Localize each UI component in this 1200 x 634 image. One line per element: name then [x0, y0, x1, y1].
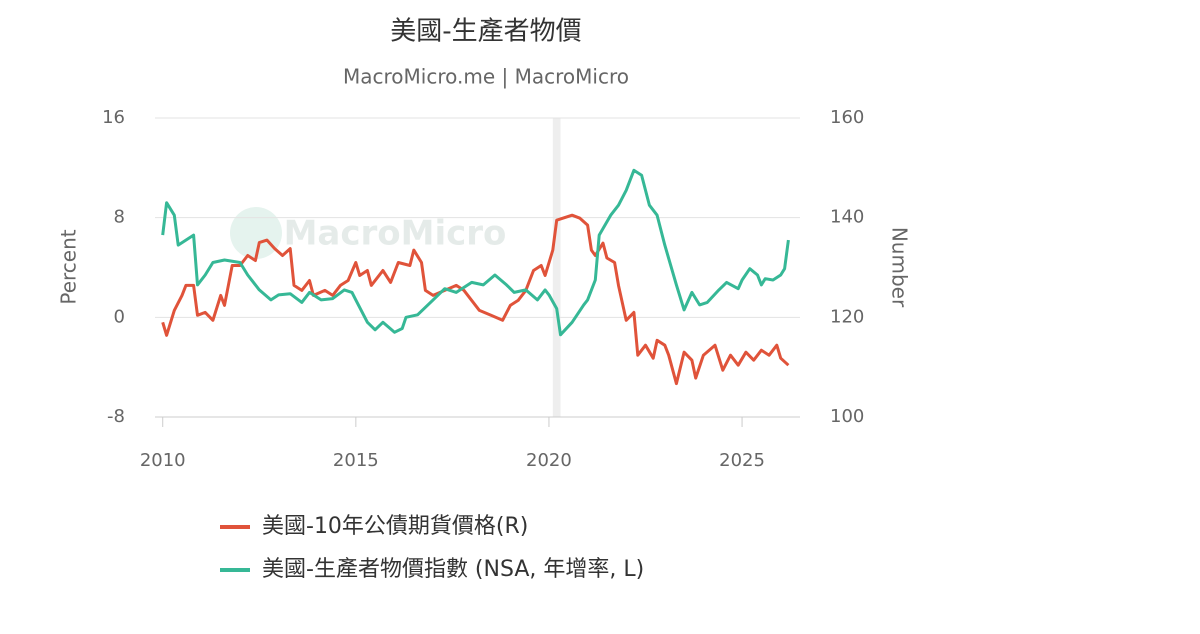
y-tick-label: 8 — [114, 207, 125, 228]
x-tick-label: 2020 — [526, 450, 572, 471]
y-tick-label: -8 — [107, 406, 125, 427]
y2-tick-label: 100 — [830, 406, 864, 427]
series-line — [161, 168, 790, 337]
legend-label: 美國-生產者物價指數 (NSA, 年增率, L) — [262, 557, 644, 582]
y2-axis-label: Number — [888, 227, 912, 308]
watermark: MacroMicro — [284, 214, 507, 254]
x-tick-label: 2025 — [719, 450, 765, 471]
shaded-period — [552, 118, 561, 417]
y2-tick-label: 140 — [830, 207, 864, 228]
y-tick-label: 0 — [114, 306, 125, 327]
series-line — [161, 213, 790, 386]
legend-label: 美國-10年公債期貨價格(R) — [262, 514, 528, 539]
watermark-logo — [230, 207, 282, 259]
chart-title: 美國-生產者物價 — [390, 17, 581, 47]
y2-tick-label: 120 — [830, 306, 864, 327]
chart-subtitle: MacroMicro.me | MacroMicro — [343, 65, 629, 89]
y-axis-label: Percent — [57, 229, 81, 304]
y-tick-label: 16 — [102, 107, 125, 128]
x-tick-label: 2015 — [333, 450, 379, 471]
y2-tick-label: 160 — [830, 107, 864, 128]
x-tick-label: 2010 — [140, 450, 186, 471]
